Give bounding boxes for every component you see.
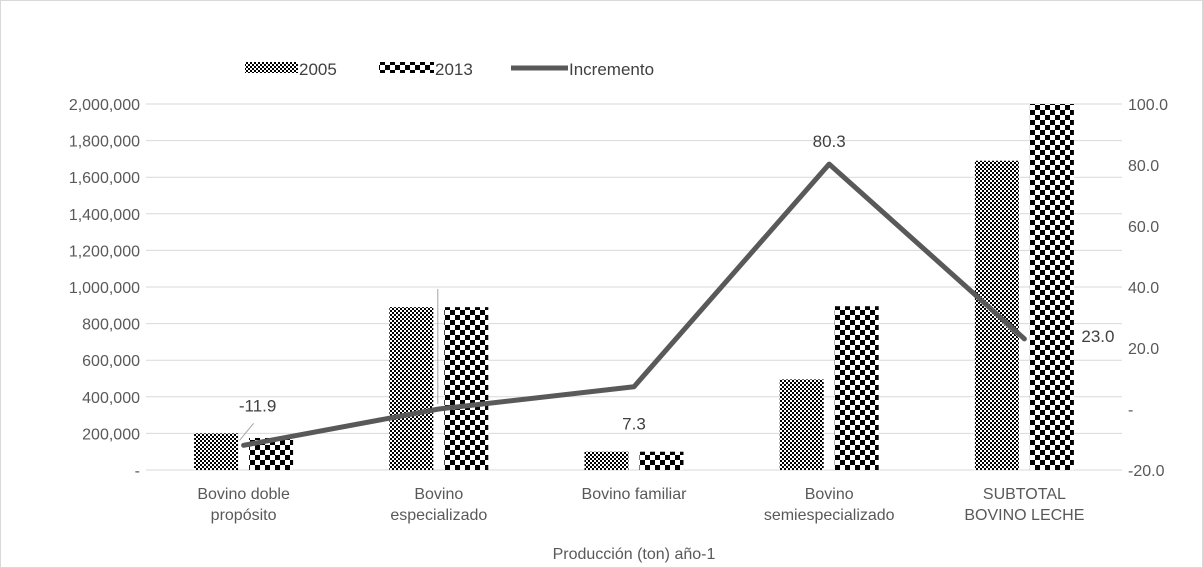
right-tick-label: - (1128, 402, 1133, 419)
right-tick-label: 20.0 (1128, 341, 1159, 358)
right-tick-label: 100.0 (1128, 97, 1168, 114)
bars (194, 104, 1074, 471)
category-label: Bovino doble propósito (197, 486, 290, 524)
data-label: 7.3 (622, 415, 646, 434)
left-tick-label: 1,400,000 (69, 207, 140, 224)
category-label: SUBTOTAL BOVINO LECHE (964, 486, 1084, 524)
bar-2013 (834, 306, 879, 470)
legend-label-2013: 2013 (435, 60, 473, 79)
left-tick-label: - (135, 463, 140, 480)
legend-swatch-2013 (379, 62, 434, 73)
bar-2013 (444, 307, 489, 470)
bar-2005 (584, 451, 629, 470)
left-tick-label: 400,000 (82, 390, 140, 407)
data-label: 23.0 (1081, 327, 1114, 346)
right-tick-label: 60.0 (1128, 219, 1159, 236)
bar-2013 (1029, 104, 1074, 470)
legend-label-incremento: Incremento (569, 60, 654, 79)
left-axis: - 200,000 400,000 600,000 800,000 1,000,000 1,… (69, 97, 140, 480)
left-tick-label: 600,000 (82, 353, 140, 370)
bar-2005 (194, 433, 239, 470)
legend: 2005 2013 Incremento (245, 60, 654, 79)
left-tick-label: 1,600,000 (69, 170, 140, 187)
category-label: Bovino especializado (390, 486, 487, 524)
bar-2005 (389, 307, 434, 470)
leader-lines (239, 289, 1019, 441)
right-tick-label: 80.0 (1128, 158, 1159, 175)
left-tick-label: 1,000,000 (69, 280, 140, 297)
data-label: -11.9 (239, 396, 277, 415)
category-label: Bovino familiar (582, 486, 688, 503)
left-tick-label: 1,800,000 (69, 134, 140, 151)
legend-swatch-2005 (245, 62, 298, 73)
bar-2005 (779, 379, 824, 470)
leader-line (239, 422, 254, 441)
left-tick-label: 200,000 (82, 426, 140, 443)
bar-2013 (639, 451, 684, 470)
data-labels: -11.9 7.3 80.3 23.0 (239, 132, 1115, 434)
increment-line (241, 161, 1027, 448)
right-tick-label: 40.0 (1128, 280, 1159, 297)
category-label: Bovino semiespecializado (764, 486, 895, 524)
leader-line (1002, 322, 1019, 338)
right-tick-label: -20.0 (1128, 463, 1165, 480)
left-tick-label: 800,000 (82, 317, 140, 334)
left-tick-label: 2,000,000 (69, 97, 140, 114)
category-axis: Bovino doble propósito Bovino especializado… (197, 486, 1084, 524)
data-label: 80.3 (813, 132, 846, 151)
legend-label-2005: 2005 (299, 60, 337, 79)
x-axis-title: Producción (ton) año-1 (553, 546, 716, 563)
left-tick-label: 1,200,000 (69, 243, 140, 260)
increment-series-line (241, 161, 1027, 448)
